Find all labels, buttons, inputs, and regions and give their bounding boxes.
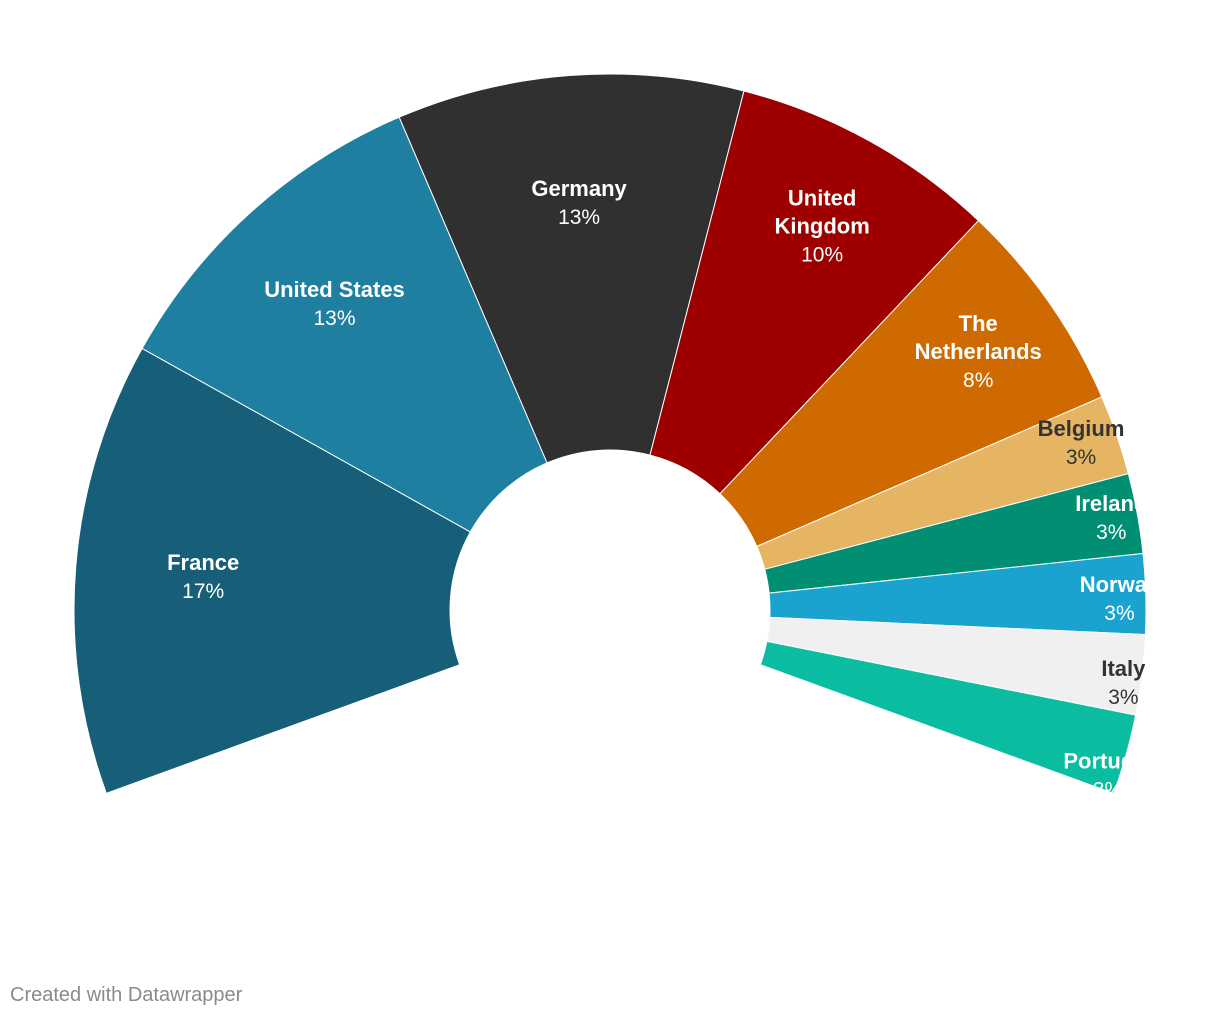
slice-name-ireland: Ireland [1075,491,1147,516]
slice-name-belgium: Belgium [1038,416,1125,441]
slice-label-italy: Italy 3% [1101,656,1146,709]
slice-value-portugal: 3% [1093,779,1123,802]
slice-value-ireland: 3% [1096,521,1126,544]
datawrapper-credit: Created with Datawrapper [10,984,243,1006]
slice-name-germany: Germany [531,176,627,201]
slice-value-the-netherlands: 8% [963,369,993,392]
slice-value-italy: 3% [1108,686,1138,709]
slice-label-united-states: United States 13% [264,277,405,330]
slice-united-states[interactable] [141,116,548,533]
slice-label-the-netherlands: The Netherlands 8% [915,311,1042,392]
slice-value-united-states: 13% [313,307,355,330]
slice-name-norway: Norway [1080,572,1160,597]
slice-name-italy: Italy [1101,656,1146,681]
slice-value-united-kingdom: 10% [801,244,843,267]
slice-name-portugal: Portugal [1063,749,1152,774]
slice-label-portugal: Portugal 3% [1063,749,1152,802]
slice-value-germany: 13% [558,206,600,229]
slice-name-united-states: United States [264,277,405,302]
slice-label-norway: Norway 3% [1080,572,1160,625]
slice-value-france: 17% [182,580,224,603]
slice-value-belgium: 3% [1066,446,1096,469]
chart-slices [73,73,1147,794]
slice-label-france: France 17% [167,550,239,603]
slice-name-united-kingdom: United Kingdom [774,186,869,239]
slice-united-kingdom[interactable] [649,90,980,495]
slice-portugal[interactable] [759,640,1137,794]
slice-label-germany: Germany 13% [531,176,627,229]
slice-germany[interactable] [398,73,745,464]
slice-label-ireland: Ireland 3% [1075,491,1147,544]
slice-name-france: France [167,550,239,575]
slice-label-belgium: Belgium 3% [1038,416,1125,469]
slice-name-the-netherlands: The Netherlands [915,311,1042,364]
slice-france[interactable] [73,347,472,794]
slice-the-netherlands[interactable] [719,219,1103,548]
slice-value-norway: 3% [1104,602,1134,625]
slice-label-united-kingdom: United Kingdom 10% [774,186,869,267]
